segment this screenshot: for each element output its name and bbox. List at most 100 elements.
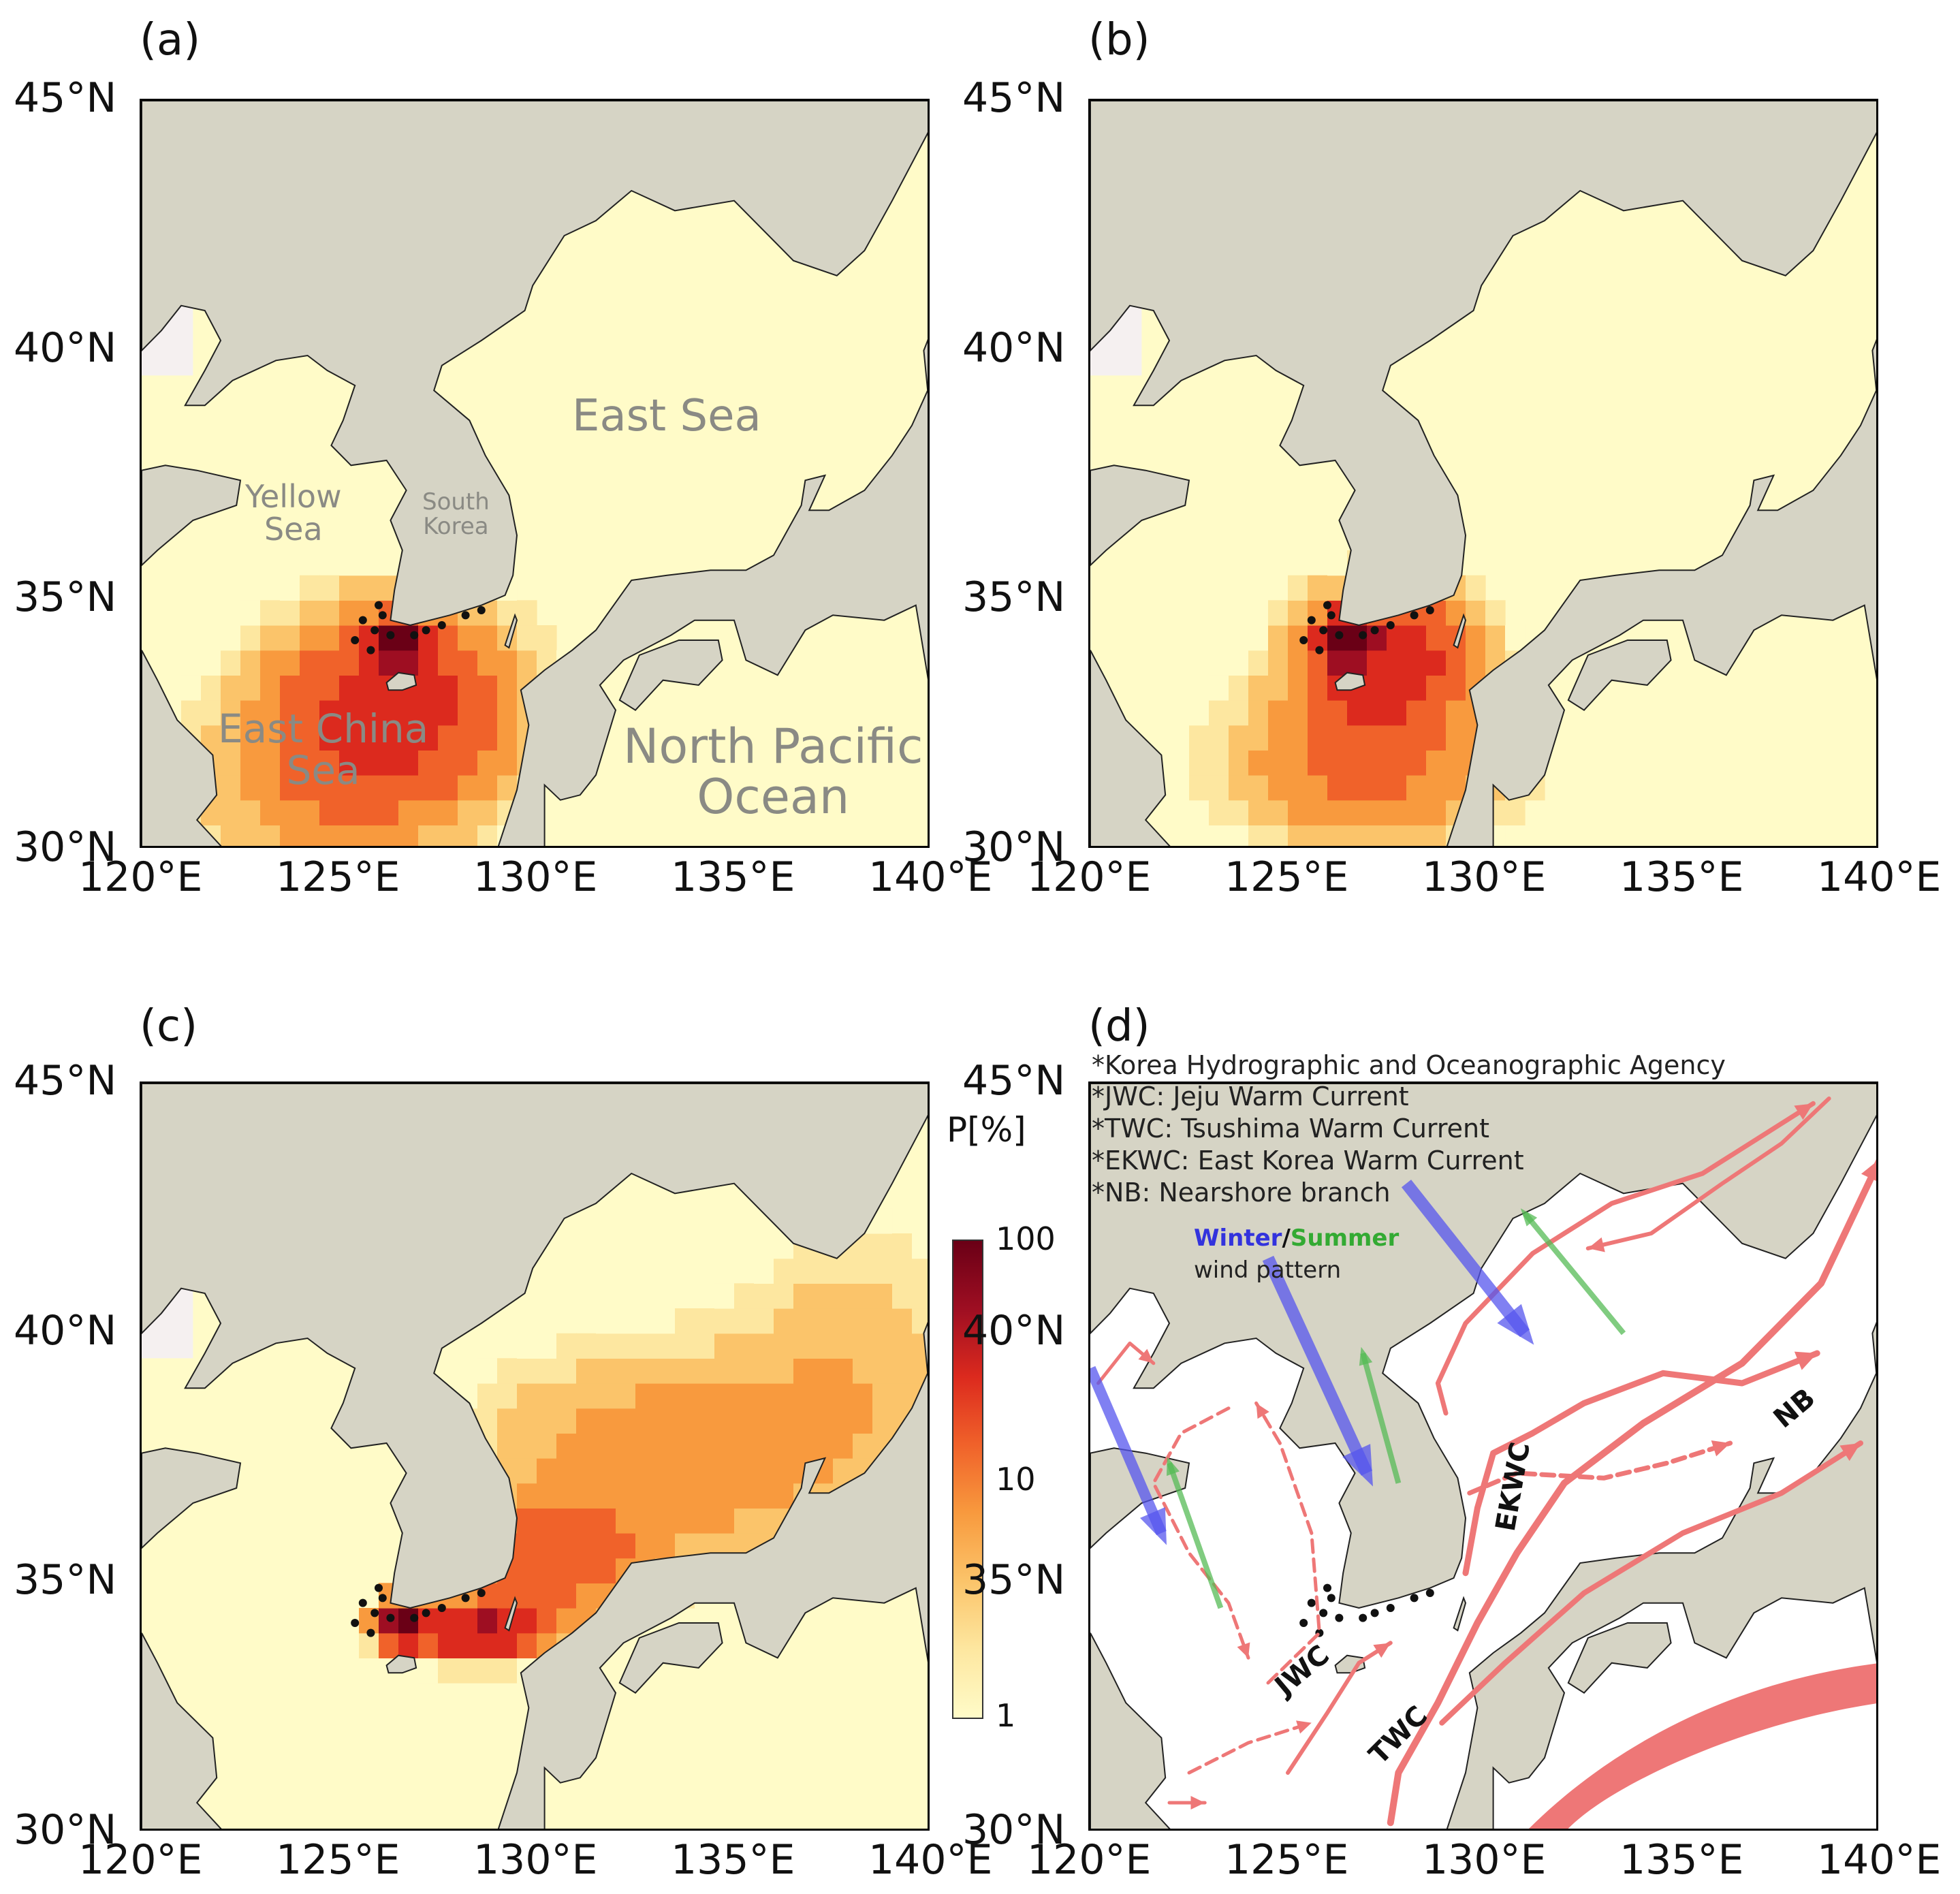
- heat-cell: [280, 575, 300, 601]
- heat-cell: [438, 675, 458, 701]
- heat-cell: [872, 1358, 893, 1384]
- heat-cell: [319, 825, 340, 846]
- landmass-shandong: [142, 464, 242, 567]
- lon-tick: 135°E: [671, 853, 795, 901]
- heat-cell: [556, 1408, 577, 1434]
- heat-cell: [734, 1283, 755, 1309]
- heat-cell: [1327, 775, 1348, 801]
- island: [437, 1604, 446, 1612]
- lat-tick: 30°N: [14, 823, 117, 871]
- heat-cell: [260, 775, 281, 801]
- heat-cell: [537, 1608, 557, 1634]
- heat-cell: [556, 1583, 577, 1609]
- heat-cell: [280, 700, 300, 726]
- heat-cell: [1308, 825, 1328, 846]
- panel-a-label: (a): [140, 15, 201, 65]
- heat-cell: [1268, 625, 1289, 651]
- legend-summer: Summer: [1290, 1225, 1400, 1252]
- note-jwc: *JWC: Jeju Warm Current: [1092, 1082, 1409, 1111]
- heat-cell: [853, 1308, 873, 1334]
- heat-cell: [1426, 825, 1447, 846]
- legend-separator: /: [1282, 1225, 1291, 1252]
- landmass-asia: [1090, 1084, 1876, 1609]
- heat-cell: [300, 650, 320, 676]
- heat-cell: [556, 1483, 577, 1509]
- heat-cell: [1426, 750, 1447, 776]
- heat-cell: [1327, 650, 1348, 676]
- lon-tick: 140°E: [868, 853, 993, 901]
- heat-cell: [1268, 750, 1289, 776]
- island: [386, 1613, 395, 1622]
- lon-tick: 135°E: [1619, 1836, 1744, 1884]
- heat-cell: [576, 1358, 597, 1384]
- heat-cell: [1367, 825, 1387, 846]
- lat-tick: 30°N: [962, 823, 1066, 871]
- heat-cell: [300, 600, 320, 626]
- heat-cell: [497, 775, 518, 801]
- heat-cell: [1229, 825, 1249, 846]
- heat-cell: [616, 1408, 636, 1434]
- island: [1370, 626, 1379, 635]
- heat-cell: [1347, 700, 1368, 726]
- heat-cell: [714, 1283, 735, 1309]
- heat-cell: [556, 1558, 577, 1583]
- heat-cell: [418, 725, 439, 751]
- heat-cell: [458, 800, 478, 825]
- heat-cell: [1485, 625, 1506, 651]
- heat-cell: [458, 1608, 478, 1634]
- heat-cell: [537, 1508, 557, 1534]
- island: [370, 1609, 379, 1617]
- heat-cell: [556, 1383, 577, 1409]
- heat-cell: [833, 1283, 853, 1309]
- lat-tick: 40°N: [962, 323, 1066, 372]
- heat-cell: [655, 1483, 676, 1509]
- heat-cell: [912, 1283, 928, 1309]
- heat-cell: [398, 725, 419, 751]
- heat-cell: [339, 725, 360, 751]
- heat-cell: [517, 1408, 537, 1434]
- heat-cell: [1248, 800, 1269, 825]
- heat-cell: [1209, 750, 1229, 776]
- heat-cell: [655, 1308, 676, 1334]
- heat-cell: [1387, 700, 1407, 726]
- heat-cell: [1387, 750, 1407, 776]
- heat-cell: [576, 1508, 597, 1534]
- heat-cell: [517, 650, 537, 676]
- heat-cell: [260, 650, 281, 676]
- landmass-honshu: [497, 338, 928, 846]
- heat-cell: [438, 800, 458, 825]
- heat-cell: [1387, 625, 1407, 651]
- heat-cell: [1288, 700, 1308, 726]
- heat-cell: [616, 1333, 636, 1359]
- heat-cell: [1406, 650, 1427, 676]
- heat-cell: [458, 700, 478, 726]
- heat-cell: [1327, 825, 1348, 846]
- heat-cell: [300, 625, 320, 651]
- heat-cell: [1229, 750, 1249, 776]
- heat-cell: [833, 1408, 853, 1434]
- heat-cell: [418, 675, 439, 701]
- heat-cell: [339, 550, 360, 576]
- heat-cell: [774, 1308, 794, 1334]
- heat-cell: [833, 1433, 853, 1459]
- heat-cell: [240, 725, 261, 751]
- heat-cell: [359, 550, 379, 576]
- heat-cell: [438, 1632, 458, 1658]
- heat-cell: [616, 1308, 636, 1334]
- heat-cell: [734, 1308, 755, 1334]
- heat-cell: [517, 1383, 537, 1409]
- landmass-asia: [142, 1084, 928, 1609]
- heat-cell: [517, 1558, 537, 1583]
- heat-cell: [517, 1333, 537, 1359]
- lon-tick: 135°E: [671, 1836, 795, 1884]
- heat-cell: [1209, 775, 1229, 801]
- heat-cell: [418, 650, 439, 676]
- heat-cell: [1248, 725, 1269, 751]
- heat-cell: [537, 1483, 557, 1509]
- colorbar-tick-1: 1: [996, 1697, 1016, 1734]
- heat-cell: [892, 1308, 913, 1334]
- heat-cell: [576, 1583, 597, 1609]
- heat-cell: [477, 775, 498, 801]
- heat-cell: [1288, 800, 1308, 825]
- heat-cell: [339, 675, 360, 701]
